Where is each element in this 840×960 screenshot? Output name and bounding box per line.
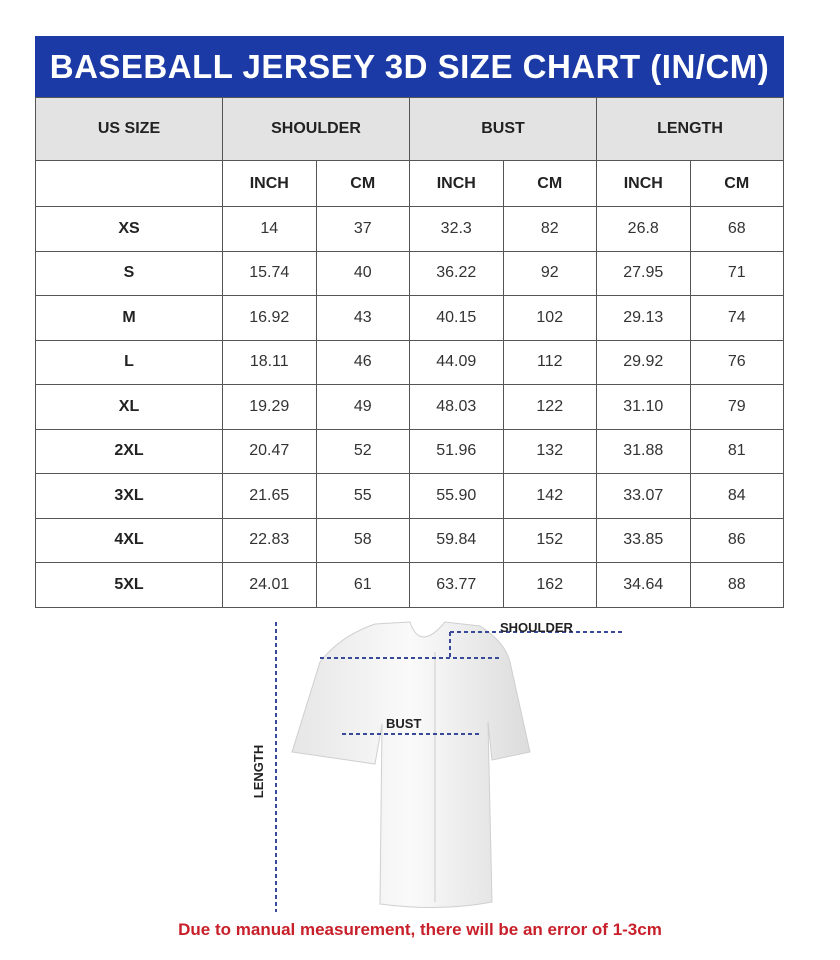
value-cell: 19.29 xyxy=(222,384,317,430)
table-row: 2XL 20.47 52 51.96 132 31.88 81 xyxy=(35,428,784,474)
header-us-size: US SIZE xyxy=(35,97,223,161)
value-cell: 40 xyxy=(315,250,410,296)
value-cell: 34.64 xyxy=(596,562,691,608)
value-cell: 48.03 xyxy=(409,384,504,430)
unit-header: INCH xyxy=(409,160,504,207)
value-cell: 55.90 xyxy=(409,473,504,519)
value-cell: 58 xyxy=(315,517,410,563)
value-cell: 33.07 xyxy=(596,473,691,519)
value-cell: 82 xyxy=(502,206,597,252)
length-label: LENGTH xyxy=(251,744,267,799)
header-bust: BUST xyxy=(409,97,597,161)
size-cell: M xyxy=(35,295,223,341)
value-cell: 52 xyxy=(315,428,410,474)
table-row: S 15.74 40 36.22 92 27.95 71 xyxy=(35,250,784,296)
value-cell: 33.85 xyxy=(596,517,691,563)
value-cell: 26.8 xyxy=(596,206,691,252)
value-cell: 142 xyxy=(502,473,597,519)
value-cell: 43 xyxy=(315,295,410,341)
value-cell: 86 xyxy=(689,517,784,563)
chart-title: BASEBALL JERSEY 3D SIZE CHART (IN/CM) xyxy=(35,36,784,97)
value-cell: 152 xyxy=(502,517,597,563)
value-cell: 79 xyxy=(689,384,784,430)
value-cell: 112 xyxy=(502,339,597,385)
table-row: XL 19.29 49 48.03 122 31.10 79 xyxy=(35,384,784,430)
value-cell: 22.83 xyxy=(222,517,317,563)
table-row: 3XL 21.65 55 55.90 142 33.07 84 xyxy=(35,473,784,519)
value-cell: 162 xyxy=(502,562,597,608)
size-cell: XL xyxy=(35,384,223,430)
size-cell: L xyxy=(35,339,223,385)
value-cell: 68 xyxy=(689,206,784,252)
measurement-note: Due to manual measurement, there will be… xyxy=(178,920,662,939)
jersey-illustration xyxy=(275,621,625,912)
value-cell: 44.09 xyxy=(409,339,504,385)
table-row: 4XL 22.83 58 59.84 152 33.85 86 xyxy=(35,517,784,563)
value-cell: 36.22 xyxy=(409,250,504,296)
header-length: LENGTH xyxy=(596,97,784,161)
table-row: 5XL 24.01 61 63.77 162 34.64 88 xyxy=(35,562,784,608)
shoulder-measure-line xyxy=(320,631,625,659)
value-cell: 61 xyxy=(315,562,410,608)
value-cell: 15.74 xyxy=(222,250,317,296)
value-cell: 81 xyxy=(689,428,784,474)
value-cell: 76 xyxy=(689,339,784,385)
size-cell: 5XL xyxy=(35,562,223,608)
table-row: L 18.11 46 44.09 112 29.92 76 xyxy=(35,339,784,385)
value-cell: 32.3 xyxy=(409,206,504,252)
value-cell: 14 xyxy=(222,206,317,252)
unit-header: CM xyxy=(689,160,784,207)
value-cell: 59.84 xyxy=(409,517,504,563)
value-cell: 24.01 xyxy=(222,562,317,608)
value-cell: 88 xyxy=(689,562,784,608)
unit-empty xyxy=(35,160,223,207)
unit-header: INCH xyxy=(596,160,691,207)
value-cell: 20.47 xyxy=(222,428,317,474)
value-cell: 16.92 xyxy=(222,295,317,341)
value-cell: 92 xyxy=(502,250,597,296)
value-cell: 55 xyxy=(315,473,410,519)
table-row: XS 14 37 32.3 82 26.8 68 xyxy=(35,206,784,252)
value-cell: 84 xyxy=(689,473,784,519)
value-cell: 51.96 xyxy=(409,428,504,474)
value-cell: 74 xyxy=(689,295,784,341)
value-cell: 37 xyxy=(315,206,410,252)
value-cell: 29.13 xyxy=(596,295,691,341)
unit-row: INCH CM INCH CM INCH CM xyxy=(35,160,784,207)
value-cell: 27.95 xyxy=(596,250,691,296)
bust-label: BUST xyxy=(386,716,422,731)
size-cell: XS xyxy=(35,206,223,252)
value-cell: 29.92 xyxy=(596,339,691,385)
value-cell: 31.88 xyxy=(596,428,691,474)
size-table: US SIZE SHOULDER BUST LENGTH INCH CM INC… xyxy=(35,97,784,608)
jersey-diagram: SHOULDER BUST LENGTH xyxy=(230,612,650,922)
table-row: M 16.92 43 40.15 102 29.13 74 xyxy=(35,295,784,341)
jersey-shape xyxy=(291,621,531,909)
shoulder-label: SHOULDER xyxy=(500,620,573,635)
unit-header: INCH xyxy=(222,160,317,207)
unit-header: CM xyxy=(315,160,410,207)
value-cell: 132 xyxy=(502,428,597,474)
value-cell: 31.10 xyxy=(596,384,691,430)
value-cell: 71 xyxy=(689,250,784,296)
unit-header: CM xyxy=(502,160,597,207)
value-cell: 49 xyxy=(315,384,410,430)
size-cell: 4XL xyxy=(35,517,223,563)
size-cell: 3XL xyxy=(35,473,223,519)
header-shoulder: SHOULDER xyxy=(222,97,410,161)
size-cell: S xyxy=(35,250,223,296)
value-cell: 122 xyxy=(502,384,597,430)
size-cell: 2XL xyxy=(35,428,223,474)
value-cell: 40.15 xyxy=(409,295,504,341)
value-cell: 21.65 xyxy=(222,473,317,519)
value-cell: 102 xyxy=(502,295,597,341)
header-row: US SIZE SHOULDER BUST LENGTH xyxy=(35,97,784,161)
value-cell: 18.11 xyxy=(222,339,317,385)
value-cell: 46 xyxy=(315,339,410,385)
value-cell: 63.77 xyxy=(409,562,504,608)
